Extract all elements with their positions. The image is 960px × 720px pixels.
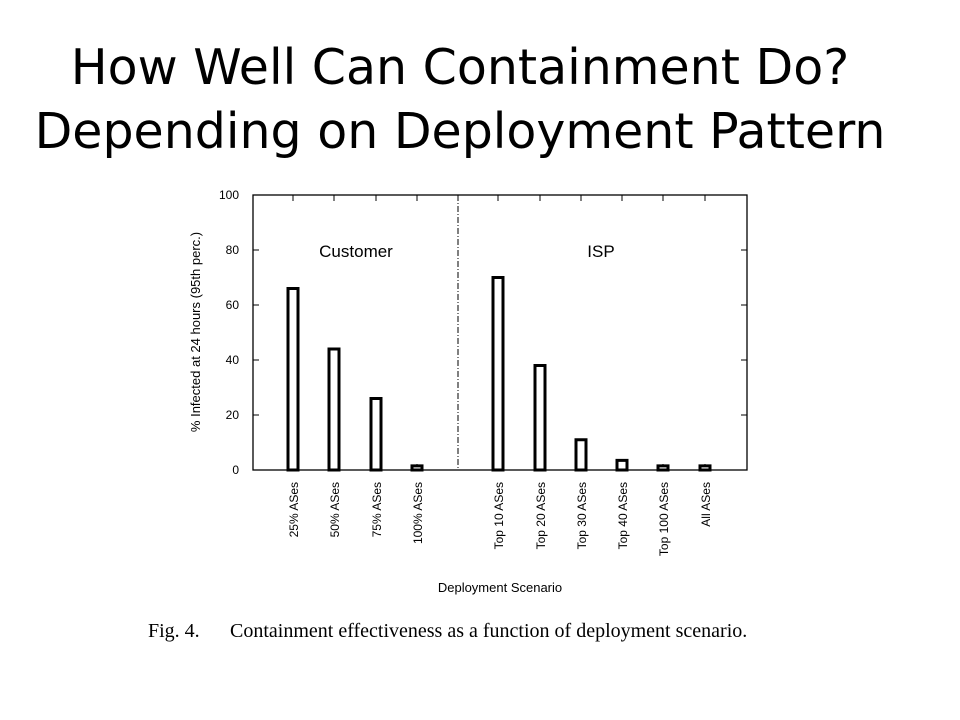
x-tick-label: Top 20 ASes: [534, 482, 548, 549]
slide-title-line1: How Well Can Containment Do?: [70, 39, 850, 96]
bar: [574, 438, 588, 472]
group-label-isp: ISP: [587, 242, 614, 261]
slide-title: How Well Can Containment Do? Depending o…: [0, 36, 920, 164]
x-tick-label: 100% ASes: [411, 482, 425, 544]
y-tick-label: 40: [226, 353, 240, 367]
x-tick-label: Top 40 ASes: [616, 482, 630, 549]
bar: [286, 287, 300, 472]
y-tick-label: 0: [232, 463, 239, 477]
figure-caption: Fig. 4. Containment effectiveness as a fu…: [148, 620, 747, 643]
bar: [656, 464, 670, 472]
figure-caption-text: Containment effectiveness as a function …: [230, 620, 748, 642]
x-tick-label: All ASes: [699, 482, 713, 527]
y-tick-label: 100: [219, 188, 239, 202]
bar: [615, 458, 629, 472]
bar: [698, 464, 712, 472]
x-tick-label: Top 10 ASes: [492, 482, 506, 549]
x-tick-label: Top 30 ASes: [575, 482, 589, 549]
y-axis-label: % Infected at 24 hours (95th perc.): [188, 232, 203, 432]
x-tick-label: 25% ASes: [287, 482, 301, 537]
bar: [491, 276, 505, 472]
y-axis: 0 20 40 60 80 100: [219, 188, 747, 477]
bar: [410, 464, 424, 472]
y-tick-label: 80: [226, 243, 240, 257]
slide-title-line2: Depending on Deployment Pattern: [34, 103, 886, 160]
y-tick-label: 20: [226, 408, 240, 422]
x-tick-label: 50% ASes: [328, 482, 342, 537]
x-tick-label: Top 100 ASes: [657, 482, 671, 556]
bar: [533, 364, 547, 472]
bars: [286, 276, 712, 472]
group-label-customer: Customer: [319, 242, 393, 261]
x-axis: 25% ASes 50% ASes 75% ASes 100% ASes Top 10 …: [287, 195, 713, 556]
y-tick-label: 60: [226, 298, 240, 312]
bar: [327, 347, 341, 472]
bar: [369, 397, 383, 472]
figure-caption-label: Fig. 4.: [148, 620, 200, 642]
x-tick-label: 75% ASes: [370, 482, 384, 537]
x-axis-label: Deployment Scenario: [438, 580, 562, 595]
